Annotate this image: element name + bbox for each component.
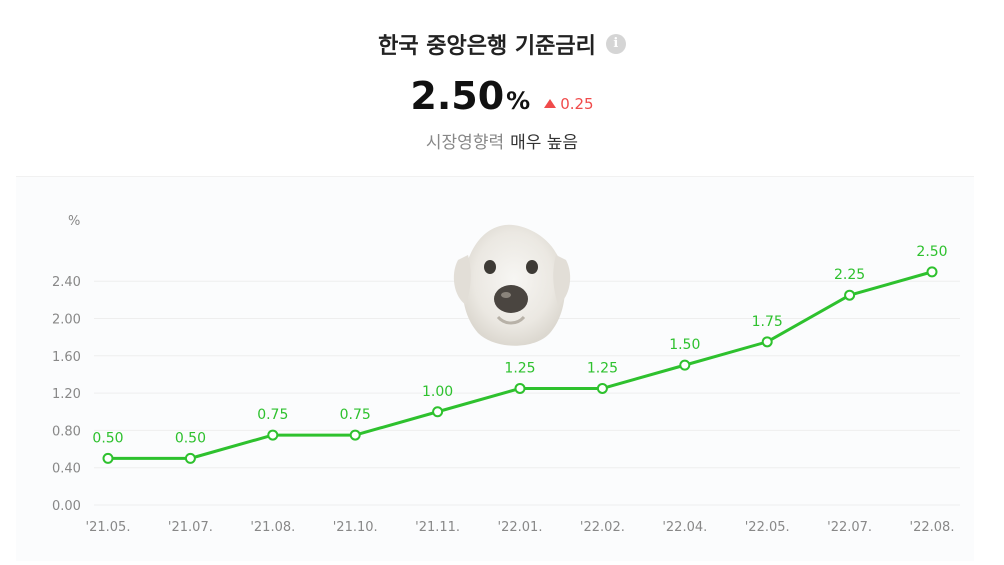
y-tick-label: 2.00 (52, 313, 81, 328)
data-label: 1.25 (504, 360, 535, 376)
data-label: 0.75 (340, 407, 371, 423)
market-impact-row: 시장영향력 매우 높음 (0, 128, 1004, 153)
y-tick-label: 0.40 (52, 462, 81, 477)
dog-mascot-image (453, 224, 571, 346)
x-tick-label: '21.11. (415, 520, 460, 535)
data-point (514, 382, 526, 394)
x-tick-label: '22.08. (910, 520, 955, 535)
data-label: 1.50 (669, 337, 700, 353)
y-axis-unit-label: % (68, 214, 80, 229)
info-icon[interactable]: i (605, 34, 626, 54)
x-tick-label: '21.10. (333, 520, 378, 535)
data-label: 1.75 (752, 314, 783, 330)
title-row: 한국 중앙은행 기준금리 i (0, 28, 1004, 60)
market-impact-label: 시장영향력 (425, 133, 505, 153)
data-point (844, 289, 856, 301)
data-label: 2.25 (834, 267, 865, 283)
data-label: 0.75 (257, 407, 288, 423)
data-point (926, 266, 938, 278)
x-tick-label: '21.05. (86, 520, 131, 535)
x-tick-label: '21.07. (168, 520, 213, 535)
data-label: 1.00 (422, 384, 453, 400)
data-point (596, 382, 608, 394)
data-point (432, 406, 444, 418)
y-tick-label: 2.40 (52, 275, 81, 290)
data-point (679, 359, 691, 371)
x-tick-label: '22.05. (745, 520, 790, 535)
rate-change: 0.25 (544, 95, 594, 113)
data-point (349, 429, 361, 441)
x-tick-label: '22.07. (827, 520, 872, 535)
y-tick-label: 1.60 (52, 350, 81, 365)
rate-header: 한국 중앙은행 기준금리 i 2.50 % 0.25 시장영향력 매우 높음 (0, 0, 1004, 170)
data-label: 1.25 (587, 360, 618, 376)
x-tick-label: '22.02. (580, 520, 625, 535)
data-point (267, 429, 279, 441)
current-rate-value: 2.50 (410, 74, 505, 118)
page-title: 한국 중앙은행 기준금리 (378, 34, 596, 59)
rate-line-chart: 0.00 0.40 0.80 1.20 1.60 2.00 2.40% '21.05. '21.… (52, 214, 960, 535)
data-label: 0.50 (92, 430, 123, 446)
current-rate-unit: % (506, 87, 531, 115)
y-tick-label: 0.00 (52, 499, 81, 514)
rate-change-value: 0.25 (560, 95, 594, 113)
y-tick-label: 0.80 (52, 424, 81, 439)
data-point (184, 452, 196, 464)
data-label: 0.50 (175, 430, 206, 446)
y-tick-label: 1.20 (52, 387, 81, 402)
x-tick-label: '22.01. (498, 520, 543, 535)
up-arrow-icon (544, 99, 557, 108)
x-tick-label: '21.08. (250, 520, 295, 535)
market-impact-value: 매우 높음 (510, 133, 579, 153)
data-label: 2.50 (916, 244, 947, 260)
x-tick-label: '22.04. (662, 520, 707, 535)
data-point (102, 452, 114, 464)
rate-value-row: 2.50 % 0.25 (0, 74, 1004, 118)
data-point (761, 336, 773, 348)
